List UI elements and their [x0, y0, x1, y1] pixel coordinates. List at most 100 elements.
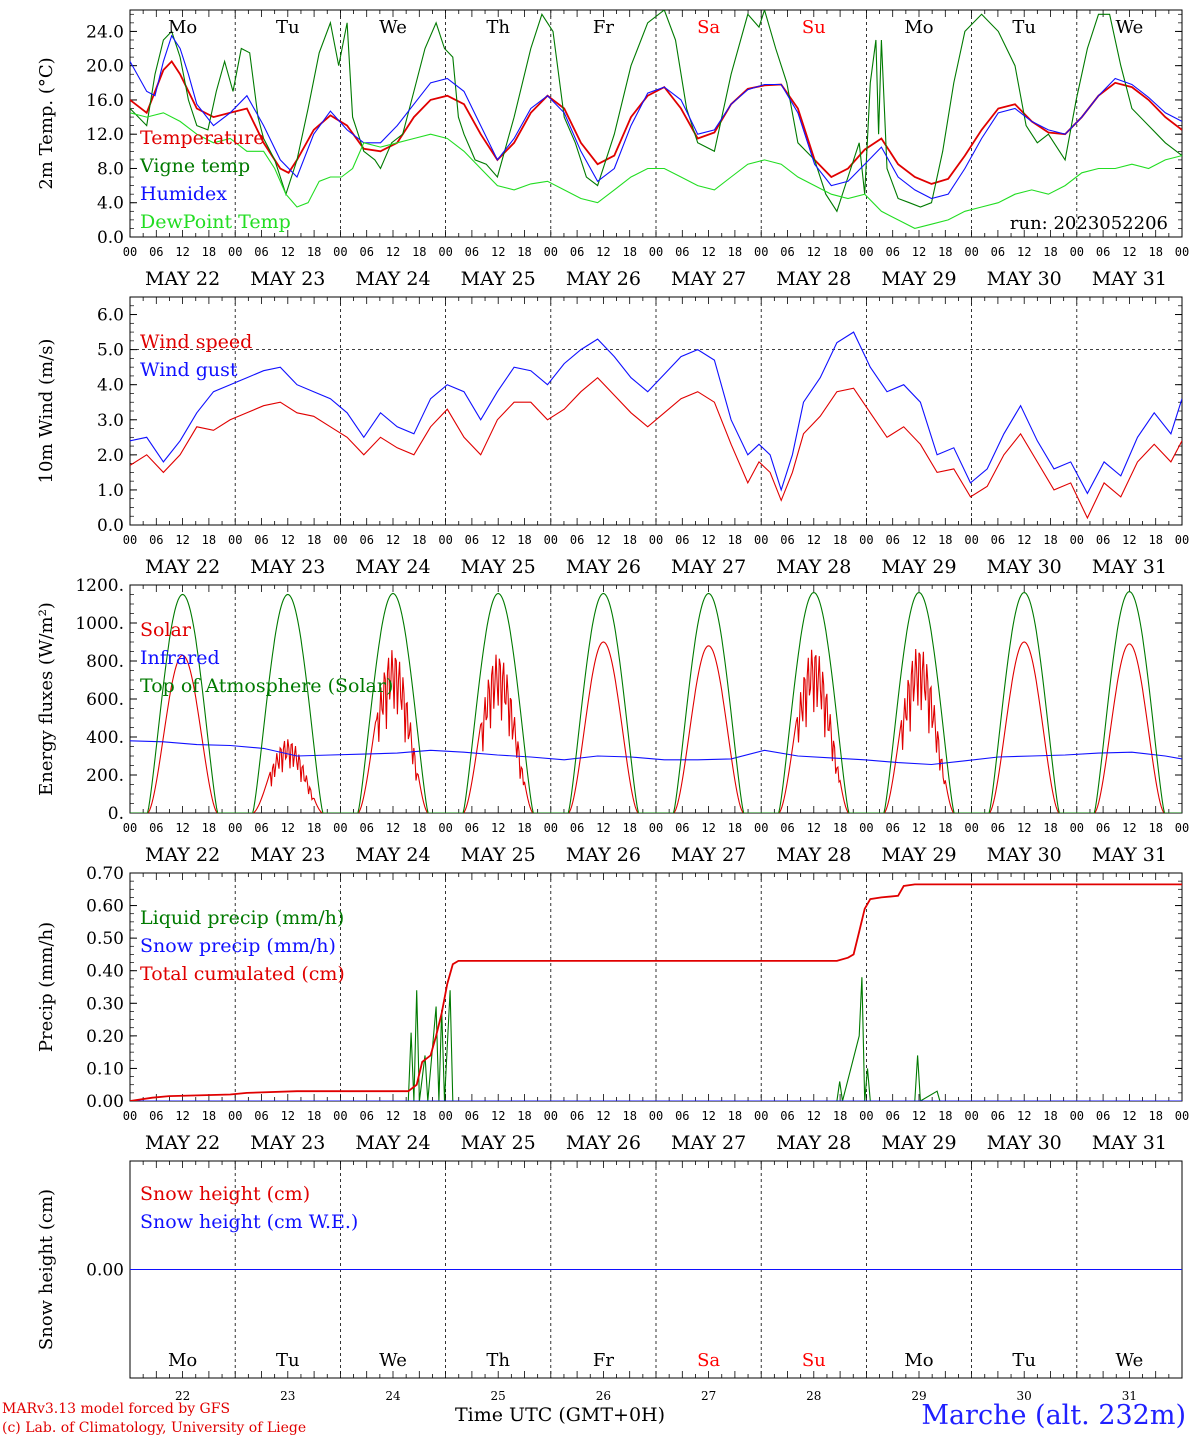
hour-tick-label: 06	[254, 533, 268, 547]
weekday-label: We	[379, 1350, 407, 1371]
date-label: MAY 29	[881, 844, 956, 866]
hour-tick-label: 18	[622, 245, 636, 259]
hour-tick-label: 06	[991, 1109, 1005, 1123]
day-number-label: 27	[701, 1389, 716, 1403]
weekday-label: Su	[802, 1350, 826, 1371]
hour-tick-label: 18	[1148, 245, 1162, 259]
hour-tick-label: 06	[465, 533, 479, 547]
legend-entry: Wind speed	[140, 331, 252, 353]
weekday-label: Mo	[904, 1350, 933, 1371]
hour-tick-label: 00	[544, 245, 558, 259]
hour-tick-label: 18	[517, 821, 531, 835]
panel-wind	[129, 296, 1183, 526]
hour-tick-label: 18	[202, 821, 216, 835]
legend-entry: Vigne temp	[139, 155, 250, 177]
hour-tick-label: 00	[754, 1109, 768, 1123]
hour-tick-label: 06	[359, 245, 373, 259]
hour-tick-label: 18	[307, 821, 321, 835]
date-label: MAY 27	[671, 556, 746, 578]
hour-tick-label: 00	[438, 245, 452, 259]
hour-tick-label: 18	[412, 821, 426, 835]
y-tick-label: 0.00	[86, 1092, 124, 1112]
hour-tick-label: 12	[1122, 1109, 1136, 1123]
hour-tick-label: 06	[570, 245, 584, 259]
panel-snow	[129, 1160, 1183, 1379]
hour-tick-label: 06	[149, 245, 163, 259]
y-tick-label: 1000.	[75, 614, 124, 634]
legend-entry: Temperature	[140, 127, 264, 149]
date-label: MAY 31	[1092, 268, 1167, 290]
date-label: MAY 27	[671, 1132, 746, 1154]
panel-energy	[129, 584, 1183, 814]
hour-tick-label: 18	[728, 245, 742, 259]
date-label: MAY 26	[566, 844, 641, 866]
date-label: MAY 28	[776, 556, 851, 578]
hour-tick-label: 00	[544, 821, 558, 835]
day-number-label: 30	[1017, 1389, 1032, 1403]
hour-tick-label: 00	[544, 1109, 558, 1123]
hour-tick-label: 06	[780, 245, 794, 259]
y-tick-label: 600.	[86, 690, 124, 710]
series-line-dewpoint-temp	[130, 112, 1182, 229]
hour-tick-label: 12	[596, 821, 610, 835]
hour-tick-label: 18	[728, 533, 742, 547]
hour-tick-label: 00	[1070, 245, 1084, 259]
hour-tick-label: 00	[649, 821, 663, 835]
date-label: MAY 29	[881, 1132, 956, 1154]
hour-tick-label: 00	[859, 533, 873, 547]
hour-tick-label: 18	[622, 533, 636, 547]
hour-tick-label: 18	[938, 1109, 952, 1123]
weekday-label: Th	[486, 17, 510, 38]
hour-tick-label: 06	[780, 821, 794, 835]
hour-tick-label: 18	[1043, 821, 1057, 835]
date-label: MAY 26	[566, 268, 641, 290]
date-label: MAY 30	[987, 844, 1062, 866]
hour-tick-label: 00	[438, 821, 452, 835]
hour-tick-label: 18	[517, 245, 531, 259]
hour-tick-label: 00	[123, 533, 137, 547]
hour-tick-label: 00	[649, 245, 663, 259]
hour-tick-label: 00	[1070, 821, 1084, 835]
hour-tick-label: 18	[307, 245, 321, 259]
legend-entry: Solar	[140, 619, 192, 641]
hour-tick-label: 18	[517, 533, 531, 547]
weekday-label: Tu	[1012, 17, 1036, 38]
y-tick-label: 20.0	[86, 57, 124, 77]
hour-tick-label: 12	[491, 245, 505, 259]
panel-precip	[129, 872, 1183, 1102]
hour-tick-label: 18	[202, 1109, 216, 1123]
hour-tick-label: 18	[833, 1109, 847, 1123]
date-label: MAY 22	[145, 268, 220, 290]
hour-tick-label: 18	[1043, 1109, 1057, 1123]
hour-tick-label: 18	[938, 533, 952, 547]
y-tick-label: 5.0	[97, 341, 124, 361]
y-tick-label: 400.	[86, 728, 124, 748]
date-label: MAY 29	[881, 268, 956, 290]
hour-tick-label: 00	[859, 821, 873, 835]
day-number-label: 24	[385, 1389, 401, 1403]
hour-tick-label: 06	[254, 245, 268, 259]
hour-tick-label: 12	[1017, 1109, 1031, 1123]
hour-tick-label: 12	[281, 1109, 295, 1123]
hour-tick-label: 06	[885, 821, 899, 835]
hour-tick-label: 18	[622, 1109, 636, 1123]
hour-tick-label: 06	[1096, 821, 1110, 835]
day-number-label: 22	[175, 1389, 190, 1403]
weekday-label: Fr	[593, 17, 614, 38]
hour-tick-label: 18	[412, 1109, 426, 1123]
hour-tick-label: 18	[833, 245, 847, 259]
hour-tick-label: 06	[885, 1109, 899, 1123]
series-line-temperature	[130, 59, 1182, 185]
hour-tick-label: 06	[359, 1109, 373, 1123]
weekday-label: Sa	[697, 17, 720, 38]
hour-tick-label: 00	[228, 1109, 242, 1123]
date-label: MAY 30	[987, 268, 1062, 290]
legend-entry: Snow height (cm W.E.)	[140, 1211, 358, 1233]
hour-tick-label: 06	[570, 821, 584, 835]
date-label: MAY 25	[461, 556, 536, 578]
run-annotation: run: 2023052206	[1010, 213, 1168, 234]
hour-tick-label: 12	[386, 245, 400, 259]
hour-tick-label: 12	[1017, 821, 1031, 835]
hour-tick-label: 00	[438, 533, 452, 547]
hour-tick-label: 12	[701, 533, 715, 547]
